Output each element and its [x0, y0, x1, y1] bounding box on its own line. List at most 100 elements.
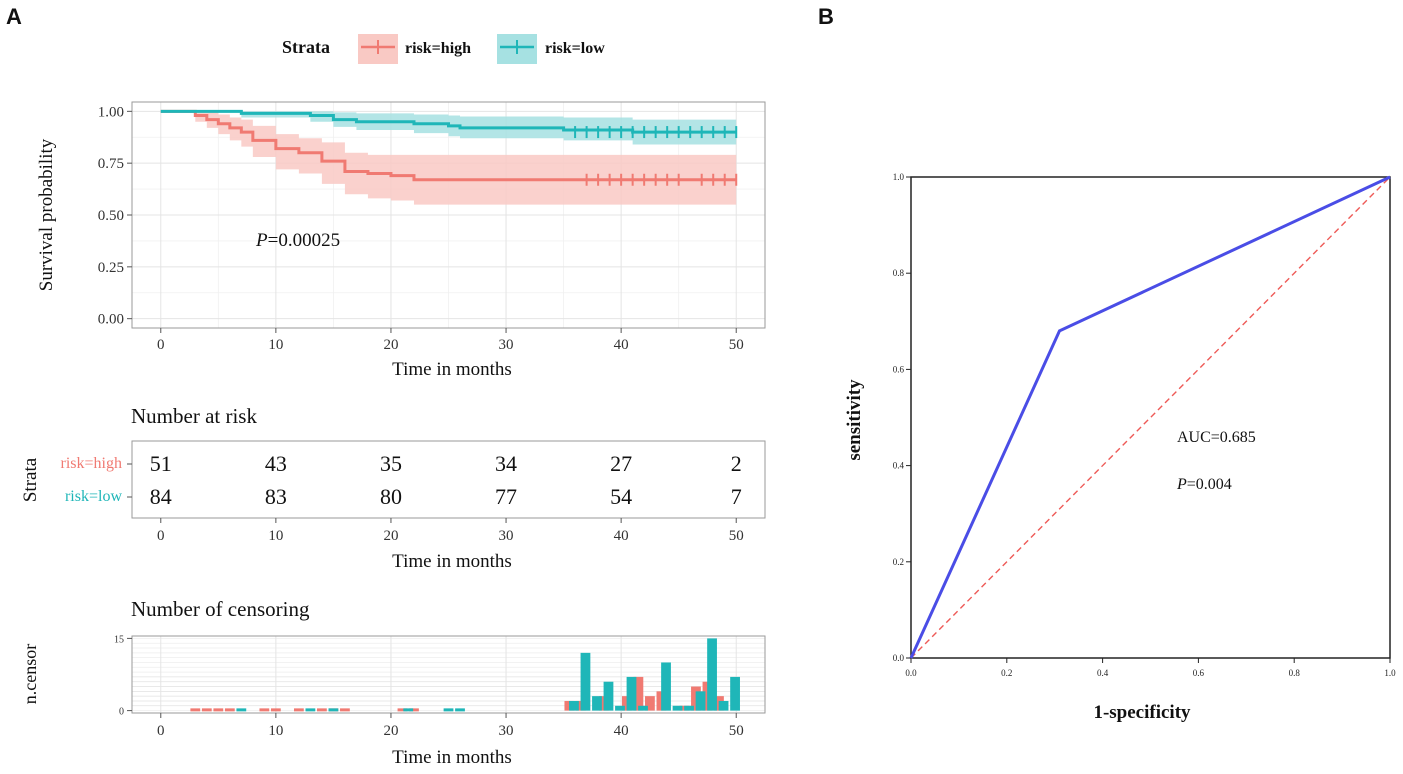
- km-p-symbol: P: [255, 230, 268, 251]
- censor-bar-high: [201, 708, 212, 712]
- risk-value-high: 51: [150, 451, 172, 476]
- censor-x-tick-label: 0: [157, 723, 165, 739]
- risk-value-high: 34: [495, 451, 517, 476]
- censor-bar-low: [305, 708, 316, 712]
- censor-bar-low: [661, 662, 671, 711]
- risk-x-ticks: 0 10 20 30 40 50: [127, 463, 744, 544]
- roc-y-tick-label: 0.8: [893, 268, 905, 278]
- censor-bar-low: [615, 705, 625, 711]
- km-y-tick-label: 0.75: [98, 156, 124, 172]
- roc-ticks: 0.0 0.2 0.4 0.6 0.8 1.0 0.0 0.2 0.4 0.6 0.8 1.0: [893, 172, 1396, 678]
- km-y-tick-label: 0.25: [98, 260, 124, 276]
- risk-value-high: 2: [731, 451, 742, 476]
- roc-x-tick-label: 0.4: [1097, 668, 1109, 678]
- censor-bar-high: [293, 708, 304, 712]
- censor-bar-low: [443, 708, 454, 712]
- km-x-tick-label: 10: [268, 337, 283, 353]
- censor-bar-high: [409, 708, 419, 712]
- roc-y-tick-label: 0.0: [893, 653, 905, 663]
- km-x-axis-title: Time in months: [392, 359, 512, 380]
- censor-bar-low: [403, 708, 414, 712]
- risk-x-tick-label: 20: [383, 528, 398, 544]
- risk-table-title: Number at risk: [131, 404, 257, 428]
- km-curve-low: [160, 109, 737, 134]
- censor-bars: [190, 638, 740, 712]
- risk-row-label-high: risk=high: [61, 455, 122, 472]
- roc-panel-border: [910, 176, 1391, 659]
- roc-x-tick-label: 1.0: [1384, 668, 1396, 678]
- legend: Strata risk=high risk=low: [282, 34, 605, 64]
- risk-row-label-low: risk=low: [65, 488, 122, 505]
- risk-x-tick-label: 30: [499, 528, 514, 544]
- panel-label-a: A: [6, 4, 22, 29]
- km-x-tick-label: 20: [383, 337, 398, 353]
- censor-bar-low: [455, 708, 465, 712]
- km-p-text: =0.00025: [268, 230, 340, 251]
- km-band-high: [160, 111, 737, 205]
- risk-x-axis-title: Time in months: [392, 551, 512, 572]
- censor-bar-low: [328, 708, 339, 712]
- km-y-ticks: 0.00 0.25 0.50 0.75 1.00: [98, 104, 132, 328]
- risk-value-low: 80: [380, 484, 402, 509]
- risk-value-low: 83: [265, 484, 287, 509]
- km-y-tick-label: 0.00: [98, 312, 124, 328]
- censor-panel-border: [131, 635, 766, 714]
- roc-p-value: P=0.004: [1176, 476, 1232, 493]
- roc-y-axis-title: sensitivity: [844, 379, 865, 461]
- roc-x-tick-label: 0.2: [1001, 668, 1012, 678]
- censor-x-tick-label: 20: [383, 723, 398, 739]
- censor-bar-high: [645, 696, 655, 711]
- legend-label-low: risk=low: [545, 40, 605, 57]
- risk-y-axis-title: Strata: [20, 457, 41, 502]
- risk-value-high: 43: [265, 451, 287, 476]
- km-plot: 0.00 0.25 0.50 0.75 1.00 0 10 20 30 40 50 P=0.000…: [36, 101, 766, 380]
- censor-bar-low: [603, 681, 614, 711]
- roc-auc-text: AUC=0.685: [1177, 429, 1256, 446]
- censor-bar-high: [259, 708, 270, 712]
- risk-value-high: 35: [380, 451, 402, 476]
- roc-x-axis-title: 1-specificity: [1093, 702, 1191, 723]
- censor-plot-title: Number of censoring: [131, 597, 310, 621]
- km-censor-marks: [574, 126, 738, 186]
- panel-label-b: B: [818, 4, 834, 29]
- censor-x-tick-label: 50: [729, 723, 744, 739]
- censor-bar-low: [236, 708, 247, 712]
- censor-bar-low: [638, 705, 648, 711]
- km-p-value: P=0.00025: [255, 230, 340, 251]
- risk-x-tick-label: 10: [268, 528, 283, 544]
- risk-table-border: [131, 440, 766, 519]
- km-curves: [160, 109, 737, 182]
- km-band-low: [160, 111, 737, 145]
- km-y-tick-label: 0.50: [98, 208, 124, 224]
- censor-bar-low: [684, 705, 694, 711]
- km-confidence-bands: [160, 111, 737, 205]
- risk-x-tick-label: 40: [614, 528, 629, 544]
- censor-bar-low: [592, 696, 602, 711]
- censor-bar-high: [270, 708, 281, 712]
- censor-bar-high: [224, 708, 235, 712]
- risk-value-high: 27: [610, 451, 632, 476]
- censor-bar-low: [730, 676, 740, 711]
- censor-bar-high: [190, 708, 201, 712]
- censor-x-axis-title: Time in months: [392, 747, 512, 768]
- censor-bar-high: [213, 708, 224, 712]
- risk-table: Number at risk risk=high risk=low 51 43 35…: [20, 404, 766, 572]
- km-x-tick-label: 50: [729, 337, 744, 353]
- km-x-tick-label: 30: [499, 337, 514, 353]
- legend-title: Strata: [282, 37, 330, 57]
- km-y-axis-title: Survival probability: [36, 138, 57, 291]
- risk-x-tick-label: 50: [729, 528, 744, 544]
- censor-y-tick-label: 15: [114, 634, 124, 645]
- censor-bar-low: [707, 638, 717, 711]
- roc-y-tick-label: 0.4: [893, 461, 905, 471]
- censor-bar-low: [626, 676, 637, 711]
- censor-y-axis-title: n.censor: [20, 644, 40, 704]
- censor-x-ticks: 0 10 20 30 40 50: [157, 713, 744, 739]
- roc-reference-line: [910, 176, 1391, 659]
- roc-x-tick-label: 0.0: [905, 668, 917, 678]
- roc-y-tick-label: 0.2: [893, 557, 904, 567]
- risk-value-low: 7: [731, 484, 742, 509]
- km-x-ticks: 0 10 20 30 40 50: [157, 328, 744, 353]
- risk-value-low: 77: [495, 484, 517, 509]
